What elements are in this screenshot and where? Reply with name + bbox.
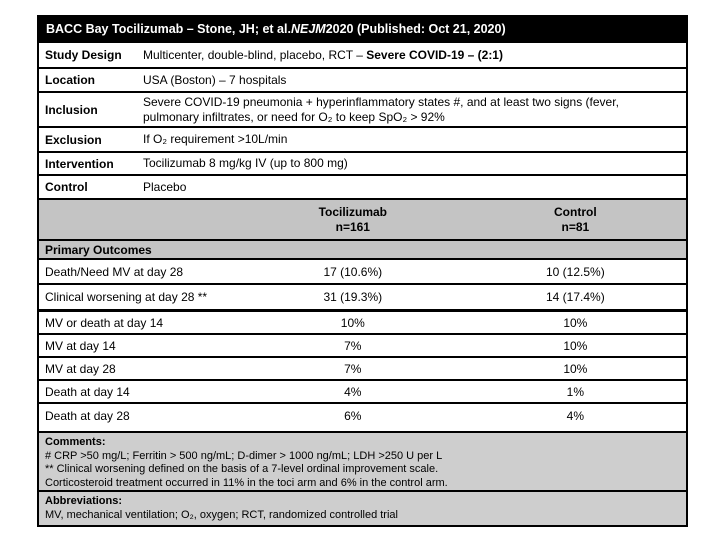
outcome-control-value: 14 (17.4%) — [546, 290, 605, 304]
treatment-arm-n: n=161 — [335, 219, 370, 234]
intervention-label: Intervention — [45, 156, 114, 171]
treatment-column-header: Tocilizumab n=161 — [241, 205, 465, 235]
comments-block: Comments: # CRP >50 mg/L; Ferritin > 500… — [39, 433, 686, 492]
intervention-value: Tocilizumab 8 mg/kg IV (up to 800 mg) — [143, 156, 348, 171]
outcome-control-value: 10% — [563, 315, 588, 330]
outcome-label: MV or death at day 14 — [45, 315, 164, 330]
outcome-control-value: 1% — [566, 384, 585, 399]
comments-line-labs: # CRP >50 mg/L; Ferritin > 500 ng/mL; D-… — [45, 449, 443, 462]
primary-outcomes-section-bar: Primary Outcomes — [39, 241, 686, 260]
location-row: Location USA (Boston) – 7 hospitals — [39, 69, 686, 93]
treatment-arm-name: Tocilizumab — [318, 204, 388, 219]
outcome-treatment-value: 17 (10.6%) — [323, 264, 383, 279]
abbreviations-line: MV, mechanical ventilation; O₂, oxygen; … — [45, 508, 398, 521]
control-arm-name: Control — [554, 204, 597, 219]
outcome-control-value: 10 (12.5%) — [546, 264, 605, 279]
outcome-treatment-value: 4% — [344, 384, 362, 399]
study-design-value-bold: Severe COVID-19 – (2:1) — [366, 47, 503, 62]
abbreviations-block: Abbreviations: MV, mechanical ventilatio… — [39, 492, 686, 525]
primary-outcomes-heading: Primary Outcomes — [45, 242, 152, 257]
trial-summary-card: BACC Bay Tocilizumab – Stone, JH; et al.… — [37, 15, 688, 527]
outcome-row-mv-day28: MV at day 28 7% 10% — [39, 358, 686, 381]
title-journal-name: NEJM — [290, 22, 326, 36]
arm-column-header: Tocilizumab n=161 Control n=81 — [39, 200, 686, 241]
study-design-value-regular: Multicenter, double-blind, placebo, RCT … — [143, 47, 367, 62]
outcome-row-mv-or-death-day14: MV or death at day 14 10% 10% — [39, 312, 686, 335]
outcome-control-value: 4% — [566, 409, 585, 423]
study-design-row: Study Design Multicenter, double-blind, … — [39, 43, 686, 69]
intervention-row: Intervention Tocilizumab 8 mg/kg IV (up … — [39, 153, 686, 176]
outcome-label: Death at day 14 — [45, 384, 130, 399]
study-design-label: Study Design — [45, 48, 122, 62]
outcome-row-clinical-worsening-day28: Clinical worsening at day 28 ** 31 (19.3… — [39, 285, 686, 312]
outcome-row-death-day14: Death at day 14 4% 1% — [39, 381, 686, 404]
outcome-label: Clinical worsening at day 28 ** — [45, 290, 208, 304]
outcome-row-death-day28: Death at day 28 6% 4% — [39, 404, 686, 433]
location-label: Location — [45, 73, 95, 87]
outcome-row-death-need-mv-day28: Death/Need MV at day 28 17 (10.6%) 10 (1… — [39, 260, 686, 285]
control-row: Control Placebo — [39, 176, 686, 200]
outcome-label: MV at day 28 — [45, 361, 116, 376]
outcome-label: Death/Need MV at day 28 — [45, 264, 184, 279]
inclusion-value: Severe COVID-19 pneumonia + hyperinflamm… — [143, 95, 619, 124]
outcome-label: MV at day 14 — [45, 338, 116, 353]
outcome-treatment-value: 6% — [344, 409, 362, 423]
title-text-pre: BACC Bay Tocilizumab – Stone, JH; et al. — [46, 22, 291, 36]
abbreviations-heading: Abbreviations: — [45, 495, 123, 507]
comments-line-worsening-definition: ** Clinical worsening defined on the bas… — [45, 463, 439, 475]
outcome-control-value: 10% — [563, 338, 588, 353]
outcome-treatment-value: 7% — [344, 338, 362, 353]
control-column-header: Control n=81 — [465, 205, 686, 235]
inclusion-label: Inclusion — [45, 102, 98, 117]
control-label: Control — [45, 180, 88, 194]
outcome-control-value: 10% — [563, 361, 588, 376]
outcome-row-mv-day14: MV at day 14 7% 10% — [39, 335, 686, 358]
title-text-post: 2020 (Published: Oct 21, 2020) — [325, 22, 506, 36]
location-value: USA (Boston) – 7 hospitals — [143, 72, 287, 87]
title-bar: BACC Bay Tocilizumab – Stone, JH; et al.… — [39, 17, 686, 43]
comments-heading: Comments: — [45, 436, 106, 448]
outcome-treatment-value: 7% — [344, 361, 362, 376]
exclusion-value: If O₂ requirement >10L/min — [143, 132, 288, 147]
inclusion-row: Inclusion Severe COVID-19 pneumonia + hy… — [39, 93, 686, 128]
outcome-treatment-value: 31 (19.3%) — [323, 290, 383, 304]
exclusion-row: Exclusion If O₂ requirement >10L/min — [39, 128, 686, 153]
study-design-value: Multicenter, double-blind, placebo, RCT … — [143, 48, 686, 63]
comments-line-corticosteroid: Corticosteroid treatment occurred in 11%… — [45, 476, 448, 489]
exclusion-label: Exclusion — [45, 132, 102, 147]
control-value: Placebo — [143, 179, 187, 194]
control-arm-n: n=81 — [561, 219, 590, 234]
outcome-treatment-value: 10% — [340, 315, 365, 330]
outcome-label: Death at day 28 — [45, 409, 130, 423]
